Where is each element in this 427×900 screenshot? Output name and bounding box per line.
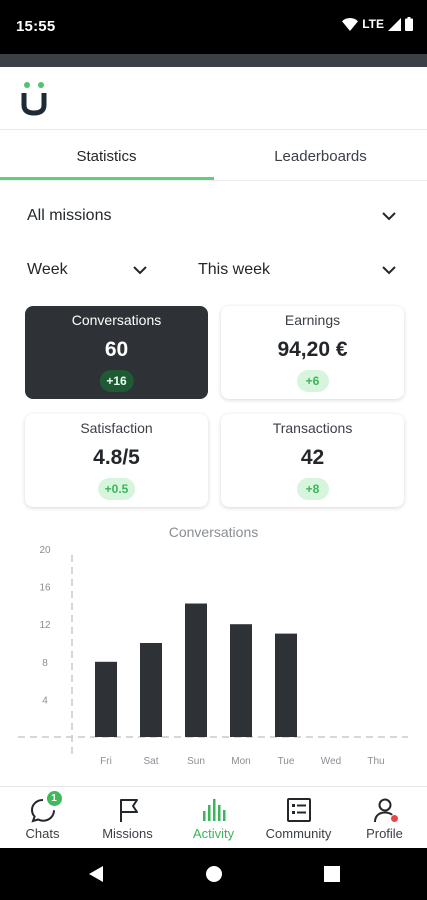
back-icon[interactable]: [87, 865, 105, 883]
status-time: 15:55: [16, 18, 56, 35]
period-dropdown[interactable]: Week: [27, 255, 148, 285]
stat-title: Conversations: [71, 312, 162, 328]
nav-missions[interactable]: Missions: [85, 787, 170, 849]
stat-delta-badge: +6: [296, 370, 329, 392]
stat-title: Earnings: [284, 312, 341, 328]
chart-bar: [95, 661, 117, 737]
stat-card-transactions[interactable]: Transactions 42 +8: [221, 414, 404, 507]
nav-label: Activity: [192, 826, 235, 841]
conversations-bar-chart: 4 8 12 16 20 Fri Sat Sun Mon Tue Wed Thu: [18, 545, 408, 767]
stat-value: 60: [104, 338, 129, 361]
nav-label: Chats: [25, 826, 60, 841]
chart-title: Conversations: [168, 524, 259, 540]
stat-delta-badge: +0.5: [97, 478, 136, 500]
y-tick-label: 20: [39, 545, 51, 556]
recents-icon[interactable]: [323, 865, 341, 883]
tab-leaderboards[interactable]: Leaderboards: [274, 147, 367, 165]
y-tick-label: 4: [42, 695, 48, 706]
stat-title: Satisfaction: [80, 420, 153, 436]
stat-delta-badge: +16: [99, 370, 134, 392]
nav-label: Missions: [102, 826, 153, 841]
active-tab-indicator: [0, 177, 214, 180]
chart-bar: [230, 624, 252, 737]
y-tick-label: 8: [42, 658, 48, 669]
nav-label: Community: [265, 826, 332, 841]
home-icon[interactable]: [205, 865, 223, 883]
x-tick-label: Wed: [321, 756, 341, 767]
x-tick-label: Sun: [187, 756, 205, 767]
chart-bar: [185, 603, 207, 737]
chevron-down-icon: [382, 212, 396, 221]
tab-statistics[interactable]: Statistics: [76, 147, 137, 165]
period-dropdown-value: Week: [27, 261, 68, 278]
mission-dropdown[interactable]: All missions: [27, 201, 397, 231]
stat-card-conversations[interactable]: Conversations 60 +16: [25, 306, 208, 399]
chart-bar: [275, 633, 297, 737]
chart-bar: [140, 643, 162, 737]
system-nav-bar: [0, 848, 427, 900]
chevron-down-icon: [133, 266, 147, 275]
nav-label: Profile: [366, 826, 403, 841]
signal-icon: [388, 17, 401, 31]
tabs-divider: [0, 180, 427, 181]
mission-dropdown-value: All missions: [27, 207, 112, 224]
x-tick-label: Thu: [367, 756, 384, 767]
app-bar: [0, 67, 427, 130]
network-type: LTE: [362, 17, 384, 31]
chats-badge: 1: [46, 791, 62, 806]
stat-value: 4.8/5: [93, 446, 140, 469]
tab-bar: Statistics Leaderboards: [0, 131, 427, 181]
chevron-down-icon: [382, 266, 396, 275]
app-logo-icon: [21, 82, 47, 116]
range-dropdown-value: This week: [198, 261, 271, 278]
stat-card-earnings[interactable]: Earnings 94,20 € +6: [221, 306, 404, 399]
nav-community[interactable]: Community: [256, 787, 341, 849]
y-tick-label: 12: [39, 620, 51, 631]
nav-chats[interactable]: 1 Chats: [0, 787, 85, 849]
header-stripe: [0, 54, 427, 67]
nav-activity[interactable]: Activity: [171, 787, 256, 849]
stat-value: 94,20 €: [277, 338, 348, 361]
status-icons: LTE: [342, 17, 413, 31]
range-dropdown[interactable]: This week: [198, 255, 397, 285]
status-bar: 15:55 LTE: [0, 0, 427, 54]
chat-icon: [30, 799, 55, 823]
stat-value: 42: [300, 446, 325, 469]
stat-delta-badge: +8: [296, 478, 329, 500]
x-tick-label: Fri: [100, 756, 112, 767]
wifi-icon: [342, 17, 359, 31]
contact-card-icon: [286, 798, 311, 822]
stat-card-satisfaction[interactable]: Satisfaction 4.8/5 +0.5: [25, 414, 208, 507]
y-tick-label: 16: [39, 583, 51, 594]
profile-alert-dot: [389, 814, 399, 823]
battery-icon: [405, 17, 413, 31]
x-tick-label: Tue: [278, 756, 295, 767]
flag-icon: [119, 799, 138, 822]
stat-title: Transactions: [272, 420, 353, 436]
x-tick-label: Sat: [143, 756, 158, 767]
bottom-nav: 1 Chats Missions Activity: [0, 786, 427, 848]
bar-chart-icon: [202, 799, 225, 821]
nav-profile[interactable]: Profile: [342, 787, 427, 849]
x-tick-label: Mon: [231, 756, 250, 767]
